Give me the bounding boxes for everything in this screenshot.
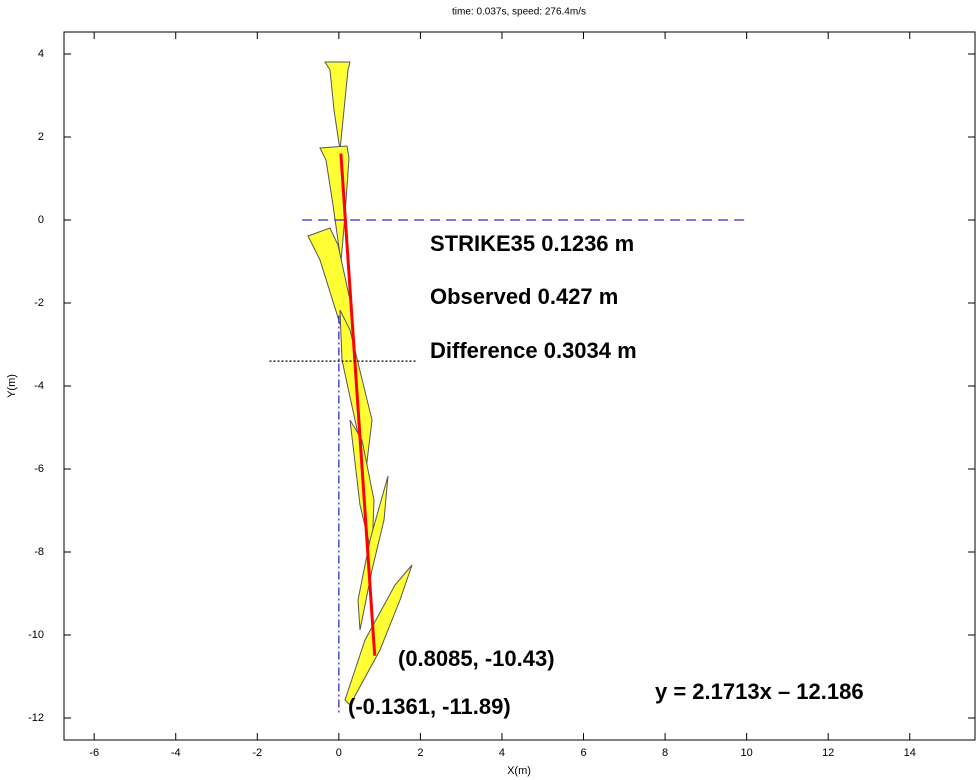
x-tick-label: 12 bbox=[822, 747, 834, 759]
x-tick-label: -2 bbox=[252, 747, 262, 759]
y-tick-label: -12 bbox=[28, 712, 44, 724]
annotation: (0.8085, -10.43) bbox=[398, 646, 555, 671]
y-tick-label: -2 bbox=[34, 297, 44, 309]
annotation: (-0.1361, -11.89) bbox=[348, 694, 511, 719]
silhouette bbox=[357, 475, 389, 631]
annotation: STRIKE35 0.1236 m bbox=[430, 231, 634, 256]
y-tick-label: -6 bbox=[34, 463, 44, 475]
y-tick-label: -10 bbox=[28, 629, 44, 641]
plot-area bbox=[63, 31, 976, 741]
annotation: y = 2.1713x – 12.186 bbox=[655, 679, 864, 704]
x-tick-label: -6 bbox=[89, 747, 99, 759]
x-tick-label: 10 bbox=[741, 747, 753, 759]
y-tick-label: 0 bbox=[38, 214, 44, 226]
x-tick-label: 4 bbox=[499, 747, 505, 759]
y-tick-label: -4 bbox=[34, 380, 44, 392]
y-tick-label: -8 bbox=[34, 546, 44, 558]
x-tick-label: 8 bbox=[662, 747, 668, 759]
x-tick-label: 2 bbox=[417, 747, 423, 759]
series-line bbox=[339, 153, 377, 656]
chart-title: time: 0.037s, speed: 276.4m/s bbox=[452, 7, 586, 18]
x-tick-label: 14 bbox=[904, 747, 916, 759]
y-tick-label: 4 bbox=[38, 48, 44, 60]
silhouette bbox=[344, 564, 413, 706]
annotation: Observed 0.427 m bbox=[430, 284, 618, 309]
x-tick-label: 6 bbox=[580, 747, 586, 759]
annotation: Difference 0.3034 m bbox=[430, 338, 637, 363]
x-axis-label: X(m) bbox=[507, 765, 531, 777]
x-tick-label: 0 bbox=[336, 747, 342, 759]
y-axis-label: Y(m) bbox=[6, 374, 18, 398]
x-tick-label: -4 bbox=[171, 747, 181, 759]
y-tick-label: 2 bbox=[38, 131, 44, 143]
silhouette bbox=[324, 61, 351, 151]
